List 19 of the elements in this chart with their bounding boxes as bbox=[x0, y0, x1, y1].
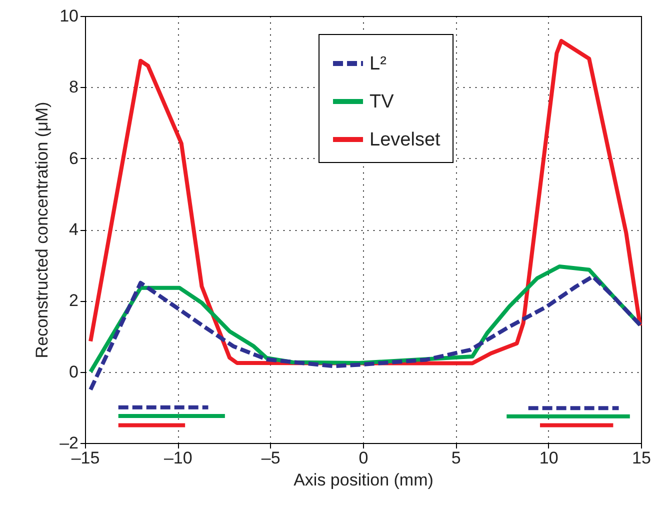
x-tick-label: 15 bbox=[632, 448, 651, 468]
legend-label: TV bbox=[370, 92, 394, 112]
x-tick-label: 10 bbox=[539, 448, 558, 468]
y-tick-label: 6 bbox=[69, 148, 78, 168]
x-tick-label: 5 bbox=[451, 448, 461, 468]
y-tick-label: 8 bbox=[69, 78, 78, 97]
x-tick-label: –10 bbox=[164, 448, 192, 468]
y-tick-label: 2 bbox=[69, 291, 78, 310]
y-axis-title: Reconstructed concentration (μM) bbox=[32, 102, 52, 358]
line-series bbox=[88, 274, 642, 392]
line-series bbox=[88, 38, 642, 366]
x-axis-title: Axis position (mm) bbox=[294, 470, 434, 490]
y-tick-label: 0 bbox=[69, 362, 78, 382]
y-tick-label: 10 bbox=[60, 6, 78, 26]
legend-label: L² bbox=[370, 54, 386, 74]
x-tick-label: 0 bbox=[358, 448, 368, 468]
legend-label: Levelset bbox=[370, 130, 442, 150]
y-tick-label: 4 bbox=[69, 220, 78, 239]
x-tick-label: –5 bbox=[261, 448, 280, 468]
